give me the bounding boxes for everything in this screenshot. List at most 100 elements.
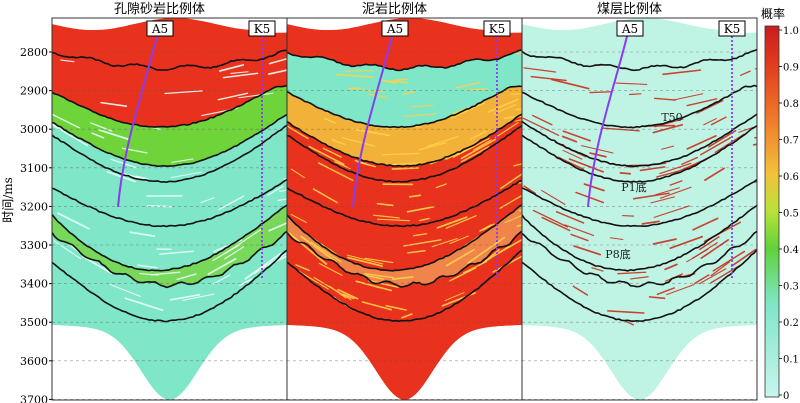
reflection-streak <box>354 159 368 166</box>
horizon-line-4 <box>287 124 522 183</box>
horizon-line-6 <box>52 204 287 272</box>
reflection-streak <box>277 194 287 202</box>
reflection-streak <box>364 257 394 264</box>
reflection-streak <box>700 136 732 156</box>
reflection-streak <box>418 142 447 151</box>
horizon-line-5 <box>522 179 757 228</box>
reflection-streak <box>686 134 717 150</box>
reflection-streak <box>436 216 468 229</box>
reflection-streak <box>90 122 113 132</box>
y-tick-label: 2900 <box>20 85 48 98</box>
colorbar-tick-label: 0.2 <box>783 318 799 329</box>
well-label-k5: K5 <box>718 20 746 37</box>
reflection-streak <box>238 278 253 287</box>
reflection-streak <box>57 212 90 230</box>
reflection-streak <box>135 175 149 180</box>
reflection-streak <box>372 214 400 219</box>
reflection-streak <box>589 91 613 94</box>
reflection-streak <box>710 261 731 277</box>
reflection-streak <box>662 69 702 76</box>
reflection-streak <box>704 167 726 181</box>
layer-band <box>522 205 757 287</box>
reflection-streak <box>52 123 89 147</box>
reflection-streak <box>698 268 727 285</box>
y-tick-label: 3200 <box>20 200 48 213</box>
reflection-streak <box>669 180 683 186</box>
panel-title: 孔隙砂岩比例体 <box>114 2 205 17</box>
horizon-label: T50 <box>661 111 682 124</box>
reflection-streak <box>449 267 477 282</box>
reflection-streak <box>217 92 249 101</box>
colorbar-tick-label: 0.7 <box>783 136 799 147</box>
colorbar: 概率 1.0 0.9 0.8 0.7 0.6 0.5 0.4 0.3 0.2 0.1 0 <box>761 6 799 402</box>
svg-text:A5: A5 <box>621 22 638 36</box>
reflection-streak <box>655 187 680 196</box>
reflection-streak <box>347 256 383 267</box>
reflection-streak <box>91 132 105 139</box>
horizon-line-8 <box>287 249 522 323</box>
reflection-streak <box>564 224 595 237</box>
well-path-a5 <box>117 27 160 208</box>
y-tick-label: 2800 <box>20 46 48 59</box>
reflection-streak <box>664 263 678 271</box>
reflection-streak <box>329 285 347 299</box>
reflection-streak <box>523 67 557 73</box>
horizon-line-8 <box>52 249 287 323</box>
layer-band <box>287 205 522 287</box>
reflection-streak <box>460 145 490 163</box>
reflection-streak <box>583 183 605 192</box>
reflection-streak <box>244 252 282 280</box>
svg-text:K5: K5 <box>724 22 741 36</box>
reflection-streak <box>431 237 458 248</box>
reflection-streak <box>445 248 475 267</box>
horizon-label: P8底 <box>605 247 630 261</box>
reflection-streak <box>492 251 522 273</box>
reflection-streak <box>331 138 346 146</box>
reflection-streak <box>473 139 492 151</box>
y-tick-label: 3500 <box>20 316 48 329</box>
reflection-streak <box>407 249 426 254</box>
reflection-streak <box>487 98 519 113</box>
svg-text:K5: K5 <box>254 22 271 36</box>
reflection-streak <box>164 90 204 95</box>
reflection-streak <box>171 158 194 163</box>
layer-band <box>52 86 287 167</box>
reflection-streak <box>470 130 487 140</box>
panels: A5 K5 孔隙砂岩比例体 A5 K5 泥岩比例体 A5 K5 T50 P1底 P8底 煤层比例体 <box>51 2 758 401</box>
reflection-streak <box>382 152 420 156</box>
reflection-streak <box>692 217 719 231</box>
svg-text:A5: A5 <box>151 22 168 36</box>
y-tick-label: 3600 <box>20 355 48 368</box>
horizon-line-4 <box>52 124 287 184</box>
reflection-streak <box>639 166 666 172</box>
reflection-streak <box>341 137 376 147</box>
reflection-streak <box>681 156 699 165</box>
reflection-streak <box>363 273 395 279</box>
y-axis-label: 时间/ms <box>1 177 15 223</box>
reflection-streak <box>335 73 374 78</box>
reflection-streak <box>708 129 737 148</box>
layer-band <box>287 50 522 128</box>
svg-text:K5: K5 <box>489 22 506 36</box>
horizon-line-2 <box>287 85 522 129</box>
reflection-streak <box>290 213 308 223</box>
layer-band <box>522 250 757 400</box>
reflection-streak <box>287 125 309 140</box>
y-tick-label: 3000 <box>20 123 48 136</box>
horizon-line-1 <box>52 49 287 71</box>
well-label-k5: K5 <box>483 20 511 37</box>
reflection-streak <box>561 135 578 143</box>
reflection-streak <box>562 130 591 142</box>
horizon-line-5 <box>52 178 287 228</box>
reflection-streak <box>632 192 670 200</box>
reflection-streak <box>628 93 642 96</box>
reflection-streak <box>591 267 604 272</box>
layer-band <box>52 18 287 70</box>
reflection-streak <box>495 122 519 139</box>
reflection-streak <box>648 296 666 300</box>
reflection-streak <box>391 276 414 281</box>
layer-band <box>287 125 522 227</box>
panel-2: A5 K5 泥岩比例体 <box>286 2 523 401</box>
reflection-streak <box>703 118 717 126</box>
reflection-streak <box>530 75 567 82</box>
